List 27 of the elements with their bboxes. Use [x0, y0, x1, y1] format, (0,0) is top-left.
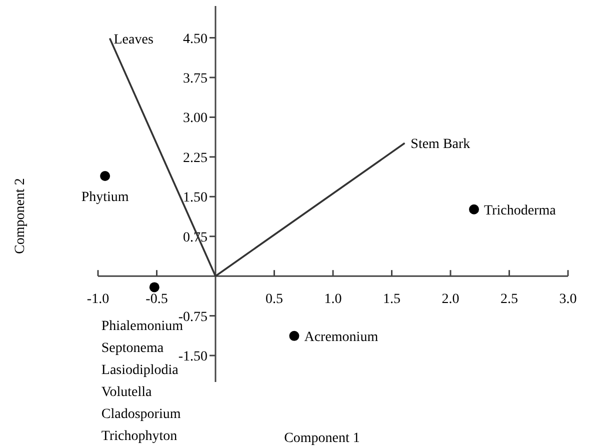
- y-tick-label: 3.00: [183, 111, 208, 126]
- y-tick-label: 2.25: [183, 150, 208, 166]
- x-tick-label: 1.0: [324, 292, 342, 308]
- y-tick-label: 4.50: [183, 32, 208, 47]
- annotation: Trichoderma: [484, 203, 557, 218]
- text: Volutella: [101, 385, 152, 400]
- annotation: Phialemonium: [101, 319, 184, 334]
- x-tick-label: 2.5: [500, 292, 518, 308]
- annotation: Lasiodiplodia: [101, 363, 180, 378]
- x-axis-title: Component 1: [284, 431, 360, 446]
- y-axis-title: Component 2: [13, 178, 28, 254]
- y-tick-label: 3.75: [183, 71, 208, 86]
- text: Trichophyton: [101, 429, 178, 444]
- y-tick-label: 1.50: [183, 190, 208, 206]
- series-label: Stem Bark: [410, 137, 470, 152]
- x-tick-label: 1.5: [383, 292, 400, 308]
- annotation: Acremonium: [304, 330, 378, 345]
- text: Cladosporium: [101, 407, 181, 422]
- x-tick-label: 2.0: [442, 292, 460, 308]
- x-tick-label: 0.5: [266, 292, 283, 308]
- x-tick-label: -1.0: [86, 292, 110, 308]
- annotation: Phytium: [81, 190, 129, 205]
- annotation: Septonema: [101, 341, 164, 356]
- series-label: Leaves: [114, 32, 154, 48]
- y-tick-label: -1.50: [178, 350, 208, 365]
- x-tick-label: -0.5: [146, 292, 168, 308]
- x-tick-label: 3.0: [559, 292, 577, 308]
